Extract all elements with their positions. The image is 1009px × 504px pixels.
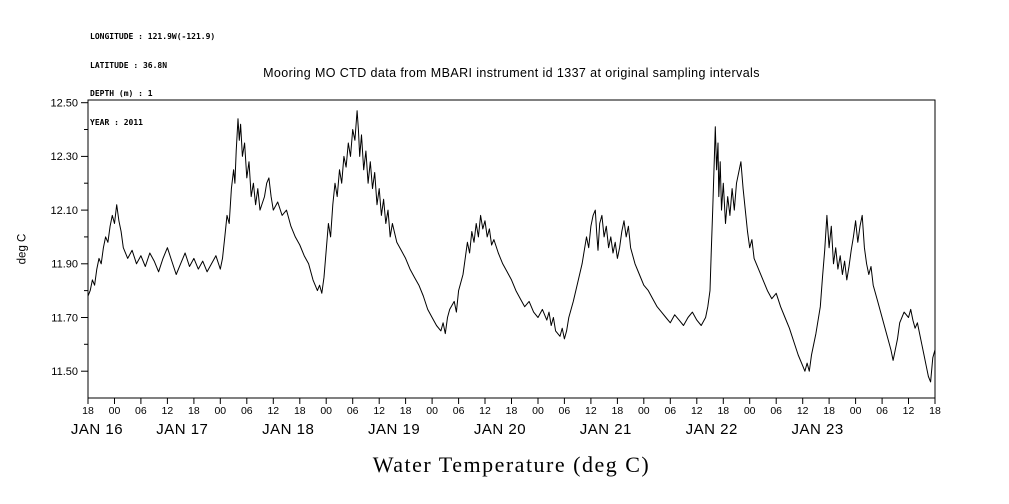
x-tick-label: 18 bbox=[188, 405, 200, 417]
x-tick-label: 18 bbox=[929, 405, 941, 417]
x-tick-label: 12 bbox=[797, 405, 809, 417]
plot-frame bbox=[87, 99, 936, 399]
x-tick-label: 12 bbox=[267, 405, 279, 417]
y-tick-label: 11.70 bbox=[51, 312, 78, 324]
x-tick-label: 18 bbox=[506, 405, 518, 417]
x-tick-label: 18 bbox=[400, 405, 412, 417]
x-tick-label: 18 bbox=[612, 405, 624, 417]
x-date-label: JAN 21 bbox=[580, 421, 632, 438]
chart-title: Mooring MO CTD data from MBARI instrumen… bbox=[263, 66, 760, 80]
x-date-label: JAN 18 bbox=[262, 421, 314, 438]
x-tick-label: 00 bbox=[638, 405, 650, 417]
temperature-series-line bbox=[87, 110, 936, 383]
x-tick-label: 06 bbox=[453, 405, 465, 417]
y-tick-label: 12.30 bbox=[50, 151, 78, 163]
x-tick-label: 12 bbox=[162, 405, 174, 417]
y-tick-label: 11.90 bbox=[51, 259, 78, 271]
x-tick-label: 00 bbox=[532, 405, 544, 417]
x-date-label: JAN 22 bbox=[686, 421, 738, 438]
x-tick-label: 12 bbox=[903, 405, 915, 417]
meta-longitude: LONGITUDE : 121.9W(-121.9) bbox=[90, 32, 216, 41]
x-tick-label: 06 bbox=[241, 405, 253, 417]
x-axis-title: Water Temperature (deg C) bbox=[372, 452, 651, 477]
x-tick-label: 18 bbox=[82, 405, 94, 417]
y-tick-label: 12.10 bbox=[50, 205, 78, 217]
x-tick-label: 00 bbox=[426, 405, 438, 417]
x-date-label: JAN 20 bbox=[474, 421, 526, 438]
x-tick-label: 00 bbox=[320, 405, 332, 417]
y-tick-label: 11.50 bbox=[51, 366, 78, 378]
x-tick-label: 00 bbox=[214, 405, 226, 417]
meta-depth: DEPTH (m) : 1 bbox=[90, 89, 153, 98]
y-axis-title-text: deg C bbox=[16, 233, 28, 265]
x-tick-label: 06 bbox=[876, 405, 888, 417]
meta-latitude: LATITUDE : 36.8N bbox=[90, 60, 168, 70]
x-date-label: JAN 16 bbox=[71, 421, 123, 438]
x-tick-label: 00 bbox=[109, 405, 121, 417]
x-tick-label: 06 bbox=[770, 405, 782, 417]
y-axis: 11.50 11.70 11.90 12.10 12.30 12.50 bbox=[50, 98, 88, 378]
x-date-label: JAN 17 bbox=[156, 421, 208, 438]
x-tick-label: 00 bbox=[850, 405, 862, 417]
x-tick-label: 06 bbox=[664, 405, 676, 417]
x-tick-label: 06 bbox=[559, 405, 571, 417]
x-tick-label: 00 bbox=[744, 405, 756, 417]
x-tick-label: 18 bbox=[717, 405, 729, 417]
x-axis: 18 00 06 12 18 00 06 12 18 00 06 12 18 00 06 12 18 00 06 12… bbox=[71, 398, 941, 438]
x-tick-label: 06 bbox=[347, 405, 359, 417]
x-tick-label: 18 bbox=[823, 405, 835, 417]
meta-year: YEAR : 2011 bbox=[90, 117, 143, 127]
y-axis-title: deg C bbox=[0, 100, 44, 398]
x-date-label: JAN 19 bbox=[368, 421, 420, 438]
x-tick-label: 12 bbox=[585, 405, 597, 417]
x-tick-label: 18 bbox=[294, 405, 306, 417]
y-tick-label: 12.50 bbox=[50, 98, 78, 110]
x-tick-label: 12 bbox=[691, 405, 703, 417]
metadata-block: LONGITUDE : 121.9W(-121.9) LATITUDE : 36… bbox=[90, 13, 215, 137]
x-tick-label: 12 bbox=[373, 405, 385, 417]
x-tick-label: 06 bbox=[135, 405, 147, 417]
x-date-label: JAN 23 bbox=[791, 421, 843, 438]
x-tick-label: 12 bbox=[479, 405, 491, 417]
